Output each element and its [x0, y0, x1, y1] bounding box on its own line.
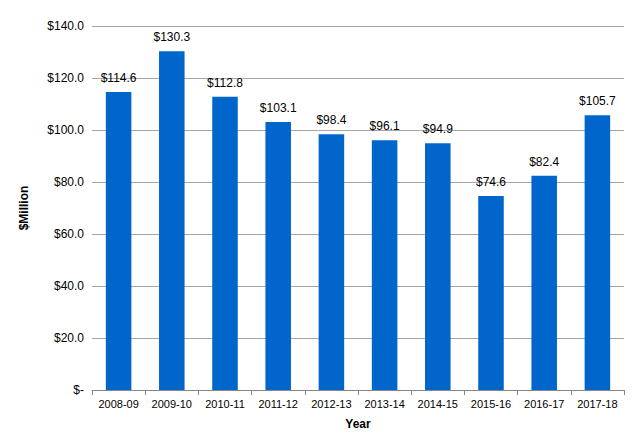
svg-text:$40.0: $40.0 [54, 279, 84, 293]
svg-text:2008-09: 2008-09 [98, 398, 138, 410]
svg-text:2016-17: 2016-17 [524, 398, 564, 410]
svg-text:$98.4: $98.4 [316, 113, 346, 127]
svg-text:$96.1: $96.1 [370, 119, 400, 133]
svg-text:2011-12: 2011-12 [258, 398, 298, 410]
svg-text:$80.0: $80.0 [54, 175, 84, 189]
svg-text:$82.4: $82.4 [529, 155, 559, 169]
svg-text:$130.3: $130.3 [153, 30, 190, 44]
svg-text:2017-18: 2017-18 [577, 398, 617, 410]
svg-text:$94.9: $94.9 [423, 122, 453, 136]
svg-text:$120.0: $120.0 [47, 71, 84, 85]
svg-text:$Million: $Million [17, 186, 31, 231]
svg-text:2009-10: 2009-10 [152, 398, 192, 410]
svg-text:$103.1: $103.1 [260, 101, 297, 115]
svg-text:$100.0: $100.0 [47, 123, 84, 137]
svg-text:2010-11: 2010-11 [205, 398, 245, 410]
svg-text:2012-13: 2012-13 [311, 398, 351, 410]
svg-text:$140.0: $140.0 [47, 19, 84, 33]
svg-text:Year: Year [345, 417, 371, 431]
svg-text:2014-15: 2014-15 [418, 398, 458, 410]
svg-text:$60.0: $60.0 [54, 227, 84, 241]
svg-text:$105.7: $105.7 [579, 94, 616, 108]
svg-text:2013-14: 2013-14 [364, 398, 404, 410]
svg-text:$74.6: $74.6 [476, 175, 506, 189]
svg-text:2015-16: 2015-16 [471, 398, 511, 410]
svg-text:$112.8: $112.8 [207, 76, 243, 90]
svg-text:$114.6: $114.6 [101, 71, 137, 85]
svg-text:$-: $- [73, 383, 84, 397]
svg-text:$20.0: $20.0 [54, 331, 84, 345]
